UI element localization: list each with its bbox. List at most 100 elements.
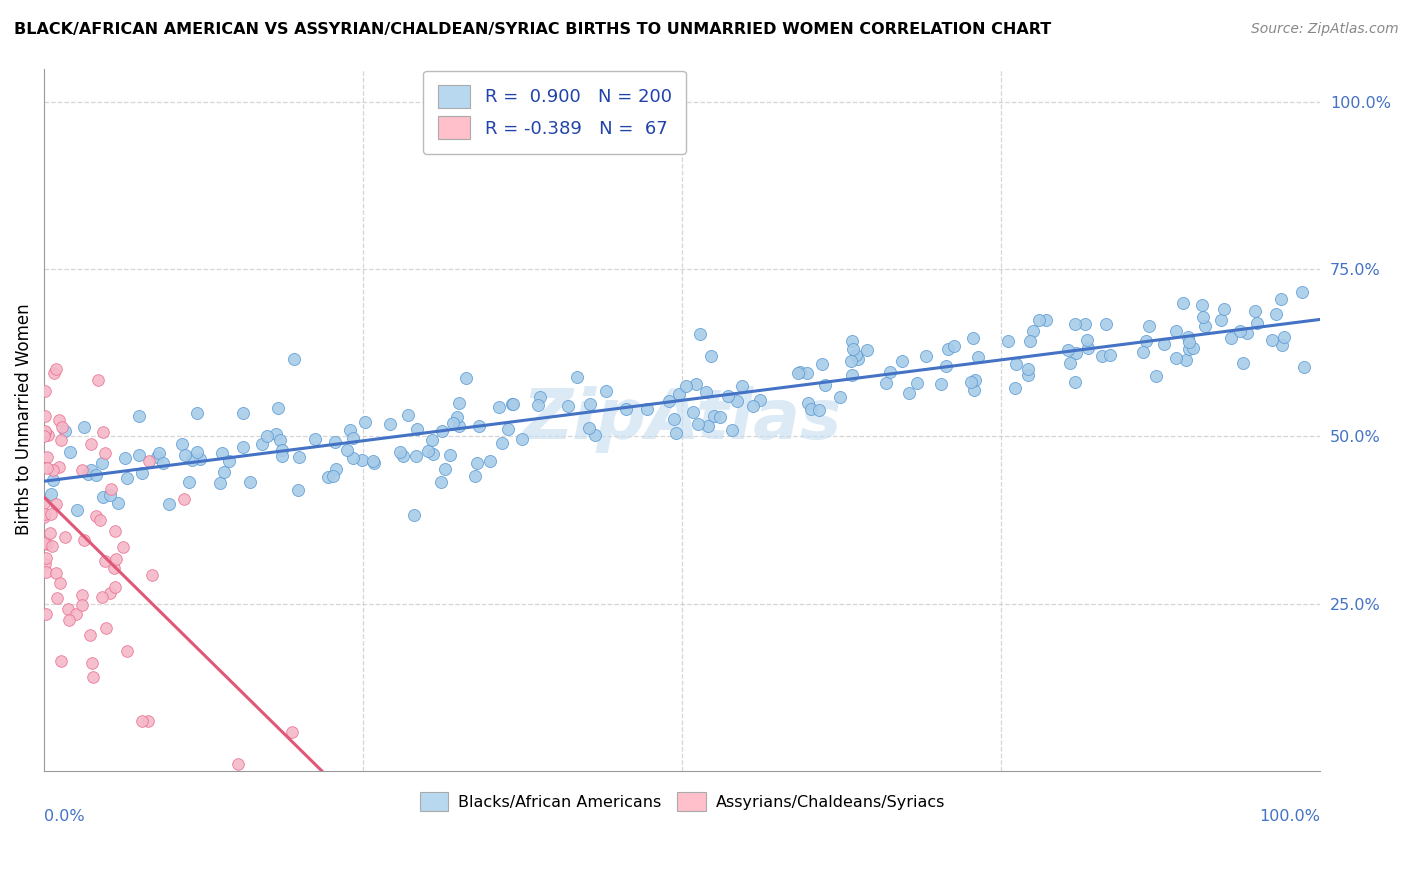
Point bbox=[422, 447, 444, 461]
Point bbox=[510, 432, 533, 446]
Point bbox=[41, 539, 63, 553]
Point bbox=[1017, 362, 1039, 376]
Point bbox=[721, 423, 744, 437]
Point bbox=[173, 448, 195, 462]
Point bbox=[79, 628, 101, 642]
Point bbox=[695, 385, 717, 400]
Point bbox=[875, 376, 897, 391]
Point bbox=[72, 599, 94, 613]
Point bbox=[181, 452, 204, 467]
Point bbox=[131, 466, 153, 480]
Point bbox=[77, 467, 100, 481]
Point bbox=[44, 367, 66, 381]
Point bbox=[391, 450, 413, 464]
Point bbox=[731, 378, 754, 392]
Point bbox=[90, 590, 112, 604]
Point bbox=[218, 453, 240, 467]
Point bbox=[1144, 368, 1167, 383]
Point bbox=[636, 402, 658, 417]
Point bbox=[1035, 313, 1057, 327]
Point bbox=[107, 496, 129, 510]
Point bbox=[208, 475, 231, 490]
Point bbox=[1272, 329, 1295, 343]
Point bbox=[501, 397, 523, 411]
Point bbox=[49, 434, 72, 448]
Point bbox=[1077, 341, 1099, 355]
Point bbox=[1063, 317, 1085, 331]
Point bbox=[48, 460, 70, 475]
Point bbox=[128, 448, 150, 462]
Point bbox=[380, 417, 402, 431]
Point bbox=[789, 365, 811, 379]
Point bbox=[115, 644, 138, 658]
Point bbox=[890, 353, 912, 368]
Point bbox=[682, 405, 704, 419]
Point bbox=[152, 456, 174, 470]
Point bbox=[114, 451, 136, 466]
Point bbox=[339, 423, 361, 437]
Point bbox=[797, 396, 820, 410]
Point bbox=[80, 463, 103, 477]
Point bbox=[48, 413, 70, 427]
Point bbox=[82, 669, 104, 683]
Point bbox=[53, 424, 76, 438]
Point bbox=[138, 454, 160, 468]
Text: BLACK/AFRICAN AMERICAN VS ASSYRIAN/CHALDEAN/SYRIAC BIRTHS TO UNMARRIED WOMEN COR: BLACK/AFRICAN AMERICAN VS ASSYRIAN/CHALD… bbox=[14, 22, 1052, 37]
Point bbox=[800, 401, 823, 416]
Point bbox=[1095, 318, 1118, 332]
Point bbox=[37, 428, 59, 442]
Point bbox=[37, 537, 59, 551]
Point bbox=[1153, 336, 1175, 351]
Point bbox=[91, 425, 114, 439]
Point bbox=[491, 435, 513, 450]
Point bbox=[1074, 317, 1097, 331]
Point bbox=[280, 725, 302, 739]
Point bbox=[104, 524, 127, 538]
Text: Source: ZipAtlas.com: Source: ZipAtlas.com bbox=[1251, 22, 1399, 37]
Point bbox=[94, 446, 117, 460]
Point bbox=[468, 419, 491, 434]
Point bbox=[288, 450, 311, 465]
Point bbox=[188, 451, 211, 466]
Y-axis label: Births to Unmarried Women: Births to Unmarried Women bbox=[15, 304, 32, 535]
Point bbox=[965, 373, 987, 387]
Point bbox=[741, 400, 763, 414]
Point bbox=[84, 509, 107, 524]
Point bbox=[89, 513, 111, 527]
Point bbox=[1056, 343, 1078, 358]
Point bbox=[1178, 342, 1201, 356]
Point bbox=[488, 400, 510, 414]
Point bbox=[703, 409, 725, 423]
Text: ZipAtlas: ZipAtlas bbox=[523, 386, 842, 453]
Point bbox=[93, 490, 115, 504]
Point bbox=[1135, 334, 1157, 349]
Point bbox=[526, 398, 548, 412]
Point bbox=[34, 384, 56, 399]
Text: 100.0%: 100.0% bbox=[1260, 809, 1320, 824]
Point bbox=[34, 409, 56, 423]
Point bbox=[962, 331, 984, 345]
Point bbox=[32, 429, 55, 443]
Point bbox=[39, 507, 62, 521]
Point bbox=[814, 378, 837, 392]
Point bbox=[115, 471, 138, 485]
Point bbox=[186, 406, 208, 420]
Point bbox=[283, 351, 305, 366]
Point bbox=[264, 427, 287, 442]
Point bbox=[1192, 310, 1215, 324]
Point bbox=[1291, 285, 1313, 299]
Point bbox=[100, 482, 122, 496]
Point bbox=[1219, 331, 1241, 345]
Point bbox=[1213, 301, 1236, 316]
Point bbox=[269, 433, 291, 447]
Point bbox=[361, 454, 384, 468]
Point bbox=[430, 475, 453, 489]
Point bbox=[565, 370, 588, 384]
Point bbox=[170, 437, 193, 451]
Point bbox=[49, 575, 72, 590]
Point bbox=[811, 357, 834, 371]
Point bbox=[675, 379, 697, 393]
Point bbox=[557, 399, 579, 413]
Point bbox=[915, 349, 938, 363]
Point bbox=[696, 419, 718, 434]
